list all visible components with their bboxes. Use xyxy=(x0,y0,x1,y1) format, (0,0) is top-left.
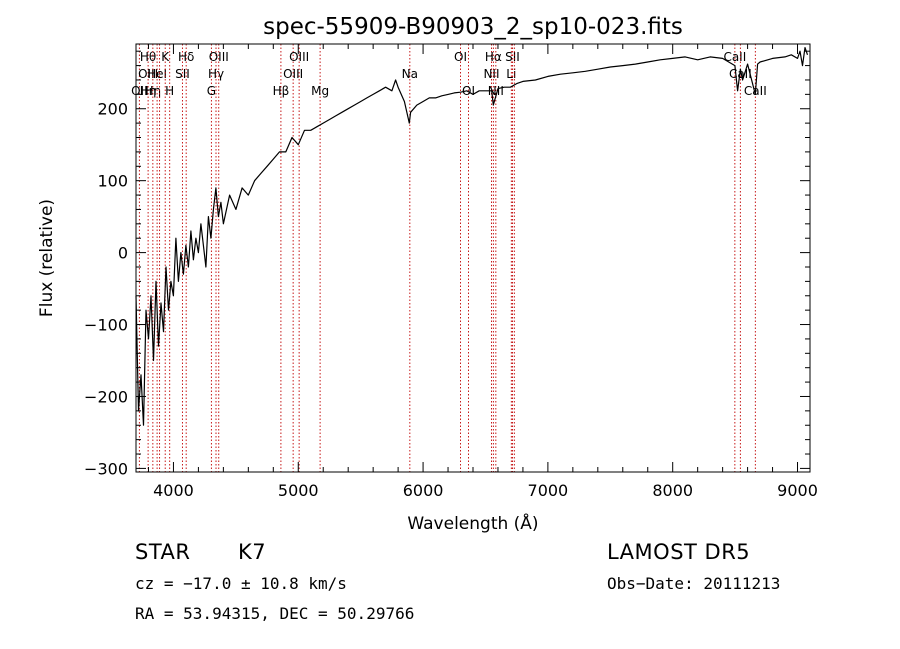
plot-frame xyxy=(135,43,811,473)
line-label: OIII xyxy=(209,50,229,64)
chart-title: spec-55909-B90903_2_sp10-023.fits xyxy=(263,14,683,40)
x-axis-label: Wavelength (Å) xyxy=(407,512,538,534)
x-tick-label: 4000 xyxy=(153,481,194,500)
line-label: Hθ xyxy=(140,50,156,64)
spectrum-chart: spec-55909-B90903_2_sp10-023.fits Wavelen… xyxy=(37,14,818,534)
line-label: Hβ xyxy=(273,84,290,98)
line-label: Na xyxy=(402,67,418,81)
x-tick-label: 9000 xyxy=(777,481,818,500)
line-label: OIII xyxy=(289,50,309,64)
object-type: STAR xyxy=(135,540,191,564)
y-tick-label: −200 xyxy=(84,387,128,406)
x-tick-label: 6000 xyxy=(403,481,444,500)
y-tick-label: 100 xyxy=(97,172,128,191)
y-tick-label: −100 xyxy=(84,316,128,335)
line-label: OIII xyxy=(283,67,303,81)
line-label: Hα xyxy=(485,50,502,64)
line-label: OI xyxy=(462,84,475,98)
line-label: Hγ xyxy=(208,67,224,81)
line-label: HeI xyxy=(147,67,167,81)
line-label: Li xyxy=(506,67,516,81)
velocity-readout: cz = −17.0 ± 10.8 km/s xyxy=(135,574,347,593)
line-label: H xyxy=(165,84,174,98)
line-label: SII xyxy=(505,50,520,64)
line-label: SII xyxy=(175,67,190,81)
y-axis-label: Flux (relative) xyxy=(37,199,57,317)
line-label: Hη xyxy=(140,84,157,98)
y-tick-label: 200 xyxy=(97,100,128,119)
spectral-subclass: K7 xyxy=(238,540,267,564)
line-label: OII xyxy=(131,84,148,98)
spectrum-line xyxy=(135,46,809,426)
line-label: K xyxy=(161,50,170,64)
line-label: Hη xyxy=(145,84,162,98)
x-tick-label: 7000 xyxy=(528,481,569,500)
y-tick-label: −300 xyxy=(84,459,128,478)
line-label: OI xyxy=(454,50,467,64)
line-label: Mg xyxy=(311,84,329,98)
line-label: G xyxy=(207,84,216,98)
observation-date: Obs−Date: 20111213 xyxy=(607,574,781,593)
x-tick-label: 5000 xyxy=(278,481,319,500)
coordinates-readout: RA = 53.94315, DEC = 50.29766 xyxy=(135,604,415,623)
line-label: NII xyxy=(483,67,499,81)
line-label: CaII xyxy=(723,50,746,64)
line-label: OIII xyxy=(138,67,158,81)
line-label: Hδ xyxy=(178,50,194,64)
x-tick-label: 8000 xyxy=(652,481,693,500)
survey-name: LAMOST DR5 xyxy=(607,540,751,564)
y-tick-label: 0 xyxy=(118,244,128,263)
